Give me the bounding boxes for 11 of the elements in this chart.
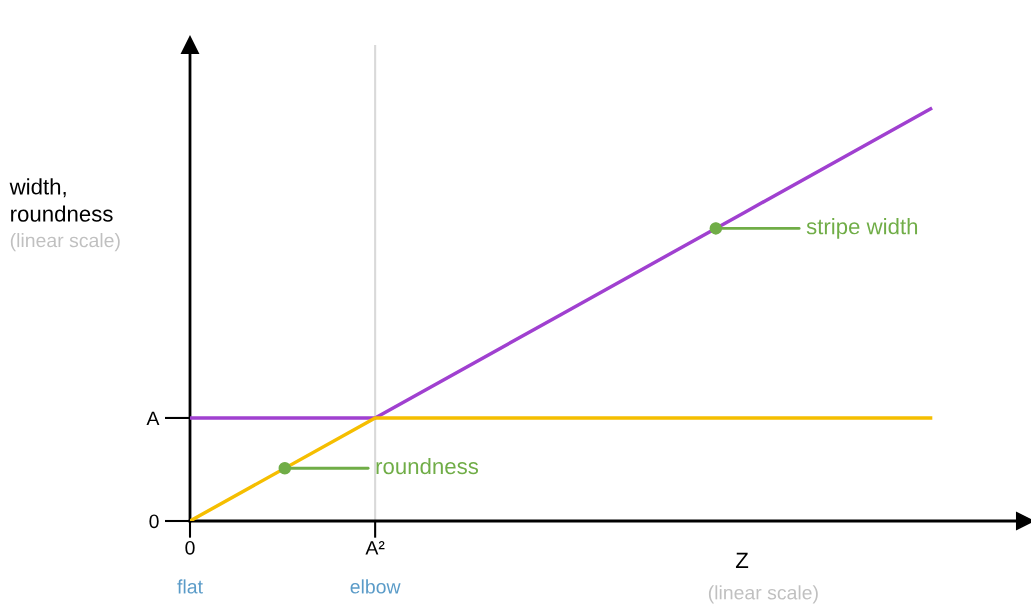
text: 0 <box>149 514 159 529</box>
text: (linear scale) <box>708 585 818 604</box>
x-tick-label: A² <box>365 541 385 555</box>
series-label: stripe width <box>806 218 918 239</box>
series-label: roundness <box>376 457 479 475</box>
text: (linear scale) <box>10 233 120 252</box>
y-axis-title: width, roundness <box>9 178 113 222</box>
text: flat <box>177 579 203 594</box>
text: A <box>146 411 160 426</box>
text: elbow <box>350 579 401 594</box>
x-axis-title: Z <box>735 552 749 569</box>
